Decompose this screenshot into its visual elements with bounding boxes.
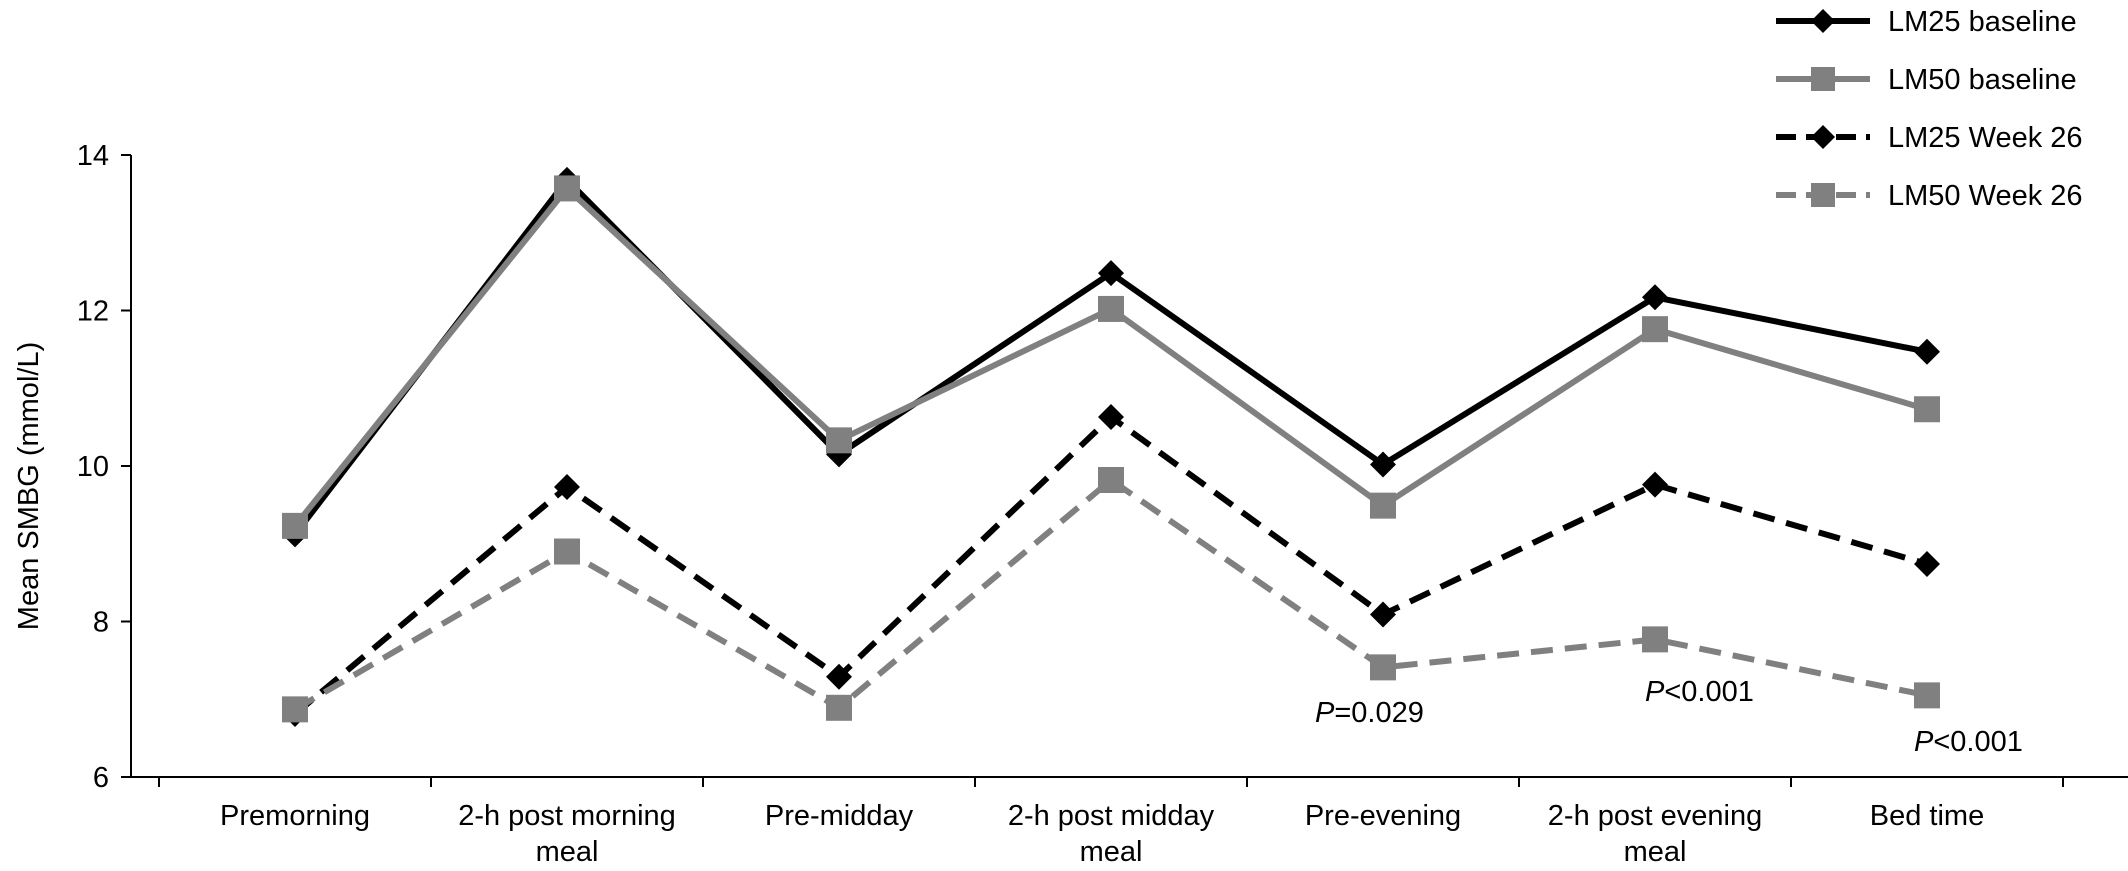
x-category-label-line: meal <box>1624 836 1687 866</box>
y-tick-label: 6 <box>93 762 109 794</box>
x-category-label-line: Pre-evening <box>1305 800 1461 832</box>
data-point-2 <box>1642 471 1668 498</box>
data-point-2 <box>1914 550 1940 577</box>
p-value-text: <0.001 <box>1933 726 2023 758</box>
y-tick-label: 12 <box>77 296 109 328</box>
data-point-0 <box>1370 451 1396 478</box>
p-value-prefix: P <box>1645 676 1665 708</box>
data-point-1 <box>1642 316 1668 343</box>
legend-label-0: LM25 baseline <box>1888 6 2077 38</box>
x-category-label-line: 2-h post midday <box>1008 800 1215 832</box>
data-point-1 <box>1370 492 1396 519</box>
x-category-label-line: 2-h post evening <box>1548 800 1762 832</box>
p-value-text: =0.029 <box>1334 697 1424 729</box>
data-point-1 <box>1914 396 1940 423</box>
data-point-1 <box>282 512 308 539</box>
p-value-prefix: P <box>1315 697 1335 729</box>
x-category-label: Premorning <box>220 800 370 832</box>
x-category-label-line: meal <box>536 836 599 866</box>
x-category-label-line: meal <box>1080 836 1143 866</box>
p-value-prefix: P <box>1914 726 1934 758</box>
legend-label-2: LM25 Week 26 <box>1888 122 2083 154</box>
x-category-label-line: 2-h post morning <box>458 800 676 832</box>
x-category-label-line: Premorning <box>220 800 370 832</box>
legend-marker-2 <box>1811 125 1835 149</box>
x-category-label: Pre-midday <box>765 800 914 832</box>
p-value-text: <0.001 <box>1664 676 1754 708</box>
series-line-3 <box>293 476 1928 712</box>
legend-label-3: LM50 Week 26 <box>1888 180 2083 212</box>
data-point-2 <box>1098 404 1124 431</box>
x-category-label-line: Pre-midday <box>765 800 914 832</box>
x-category-label: 2-h post morning meal <box>458 800 676 866</box>
data-point-1 <box>826 427 852 454</box>
p-value-annotation: P<0.001 <box>1914 726 2023 758</box>
y-tick-label: 14 <box>77 140 109 172</box>
data-point-2 <box>1370 601 1396 628</box>
y-tick-label: 10 <box>77 451 109 483</box>
data-point-3 <box>554 538 580 565</box>
data-point-3 <box>1642 626 1668 653</box>
x-category-label: Bed time <box>1870 800 1984 832</box>
legend-marker-0 <box>1811 9 1835 33</box>
legend-marker-3 <box>1811 183 1835 207</box>
data-point-1 <box>554 175 580 202</box>
data-point-2 <box>826 663 852 690</box>
data-point-3 <box>826 694 852 721</box>
data-point-0 <box>1098 260 1124 287</box>
legend-label-1: LM50 baseline <box>1888 64 2077 96</box>
data-point-3 <box>282 696 308 723</box>
data-point-3 <box>1098 466 1124 493</box>
data-point-3 <box>1914 682 1940 709</box>
y-axis-title: Mean SMBG (mmol/L) <box>13 342 45 630</box>
data-point-2 <box>554 473 580 500</box>
x-category-label: 2-h post evening meal <box>1548 800 1762 866</box>
data-point-3 <box>1370 654 1396 681</box>
data-point-0 <box>1914 338 1940 365</box>
data-point-1 <box>1098 295 1124 322</box>
x-category-label-line: Bed time <box>1870 800 1984 832</box>
x-category-label: 2-h post midday meal <box>1008 800 1215 866</box>
legend-marker-1 <box>1811 67 1835 91</box>
data-point-0 <box>1642 284 1668 311</box>
p-value-annotation: P=0.029 <box>1315 697 1424 729</box>
p-value-annotation: P<0.001 <box>1645 676 1754 708</box>
y-tick-label: 8 <box>93 607 109 639</box>
x-category-label: Pre-evening <box>1305 800 1461 832</box>
